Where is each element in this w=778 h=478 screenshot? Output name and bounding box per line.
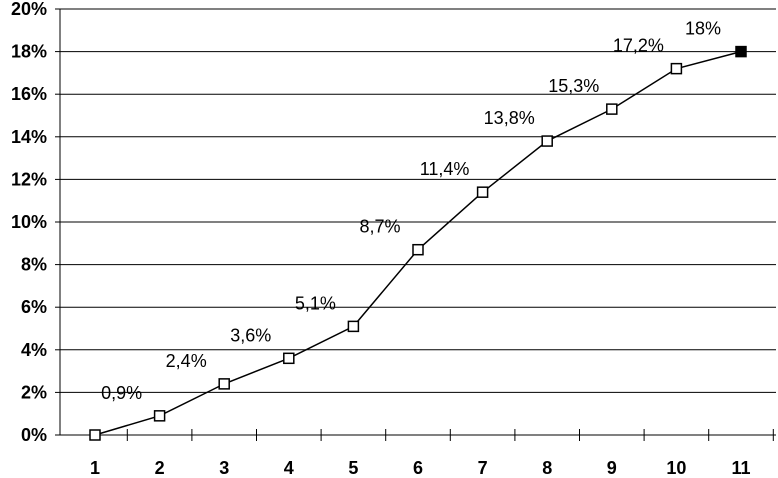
series-markers [89, 45, 747, 441]
data-point-marker [347, 320, 360, 333]
y-tick-label: 8% [21, 255, 47, 275]
x-tick-label: 4 [284, 458, 294, 478]
x-tick-label: 10 [666, 458, 686, 478]
data-label: 17,2% [613, 36, 664, 56]
data-label: 5,1% [295, 293, 336, 313]
data-point-marker [606, 103, 618, 115]
y-tick-label: 10% [11, 212, 47, 232]
series-line [94, 50, 742, 436]
axes [55, 8, 776, 441]
data-label: 3,6% [230, 325, 271, 345]
data-point-marker [153, 410, 166, 422]
data-point-marker [670, 62, 683, 75]
data-label: 8,7% [359, 217, 400, 237]
data-label: 18% [685, 19, 721, 39]
data-point-marker [541, 135, 553, 147]
x-tick-label: 9 [607, 458, 617, 478]
data-labels: 0,9% 2,4% 3,6% 5,1% 8,7% 11,4% 13,8% 15,3% 17,2%… [101, 19, 721, 403]
y-tick-label: 16% [11, 84, 47, 104]
data-point-marker [89, 429, 101, 441]
data-label: 13,8% [484, 108, 535, 128]
y-tick-label: 4% [21, 340, 47, 360]
data-label: 0,9% [101, 383, 142, 403]
x-tick-label: 11 [731, 458, 750, 478]
data-point-marker [476, 186, 489, 198]
y-tick-label: 6% [21, 297, 47, 317]
data-point-marker [218, 378, 230, 390]
series-line-path [94, 50, 742, 436]
data-label: 2,4% [166, 351, 207, 371]
y-tick-label: 14% [11, 127, 47, 147]
x-tick-label: 3 [219, 458, 229, 478]
data-point-marker [735, 45, 747, 58]
x-tick-label: 6 [413, 458, 423, 478]
x-tick-label: 7 [478, 458, 488, 478]
x-tick-label: 5 [348, 458, 358, 478]
gridlines [60, 8, 776, 393]
x-tick-label: 8 [542, 458, 552, 478]
data-label: 11,4% [420, 159, 470, 179]
y-tick-label: 2% [21, 382, 47, 402]
y-tick-label: 18% [11, 42, 47, 62]
y-tick-label: 20% [11, 0, 47, 19]
y-axis-tick-labels: 0% 2% 4% 6% 8% 10% 12% 14% 16% 18% 20% [11, 0, 47, 445]
x-axis-tick-labels: 1 2 3 4 5 6 7 8 9 10 11 [90, 458, 751, 478]
data-point-marker [283, 352, 295, 365]
data-label: 15,3% [548, 76, 599, 96]
y-tick-label: 12% [11, 169, 47, 189]
data-point-marker [412, 243, 424, 256]
x-tick-label: 2 [155, 458, 165, 478]
x-tick-label: 1 [90, 458, 100, 478]
y-tick-label: 0% [21, 425, 47, 445]
